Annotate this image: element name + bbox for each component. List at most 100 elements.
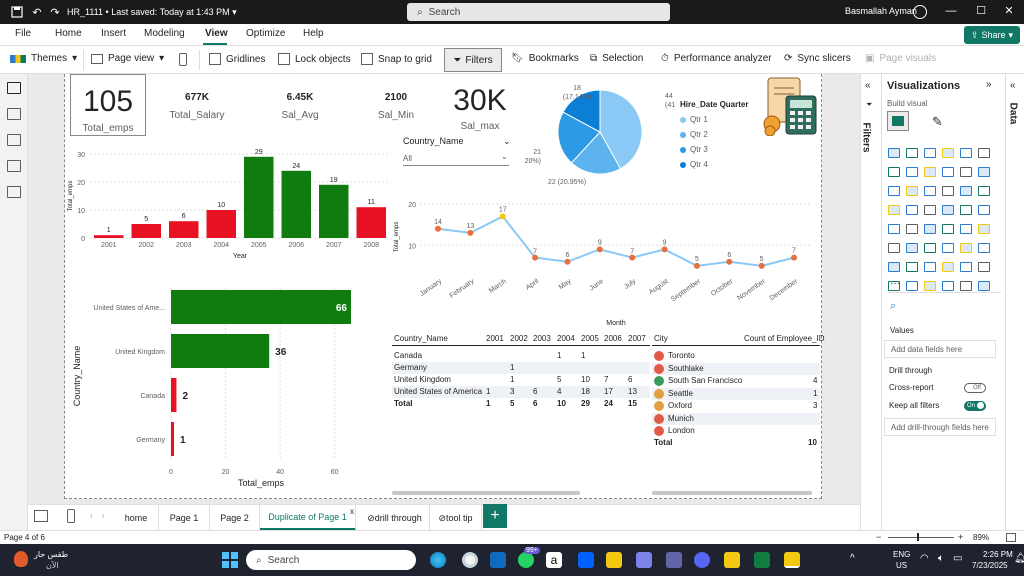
chevron-down-icon[interactable]: ⌄ (503, 136, 511, 146)
undo-icon[interactable]: ↶ (32, 6, 42, 19)
city-table-scrollbar[interactable] (652, 491, 812, 495)
visual-type-icon[interactable] (942, 224, 954, 234)
visual-type-icon[interactable] (942, 262, 954, 272)
visual-type-icon[interactable] (978, 224, 990, 234)
amazon-icon[interactable]: a (546, 552, 562, 568)
powerbi-active-icon[interactable] (784, 552, 800, 568)
visual-type-icon[interactable] (924, 262, 936, 272)
visual-type-icon[interactable] (960, 186, 972, 196)
table-row[interactable]: United Kingdom 1 5 10 7 6 (392, 374, 650, 386)
legend-item[interactable]: Qtr 1 (680, 112, 708, 127)
notification-bell-icon[interactable]: 🔔︎ (1014, 553, 1024, 564)
mobile-layout-button[interactable] (179, 53, 187, 66)
visual-type-icon[interactable] (942, 167, 954, 177)
table-header-row[interactable]: City Count of Employee_ID (652, 333, 825, 345)
menu-file[interactable]: File (15, 28, 32, 39)
tab-duplicate-of-page-1[interactable]: Duplicate of Page 1 (260, 505, 356, 531)
teams-icon[interactable] (636, 552, 652, 568)
language-indicator[interactable]: ENG (893, 550, 911, 559)
visual-type-icon[interactable] (978, 148, 990, 158)
matrix-scrollbar[interactable] (392, 491, 580, 495)
avatar[interactable] (913, 5, 927, 19)
zoom-slider[interactable] (888, 537, 954, 538)
tab-home[interactable]: home (114, 505, 159, 531)
visual-type-icon[interactable] (906, 281, 918, 291)
add-page-button[interactable]: + (483, 504, 507, 528)
visual-type-icon[interactable] (924, 224, 936, 234)
visual-type-icon[interactable] (960, 205, 972, 215)
menu-modeling[interactable]: Modeling (144, 28, 185, 39)
keep-all-filters-toggle[interactable]: On (964, 401, 986, 411)
user-name[interactable]: Basmallah Ayman (845, 6, 917, 16)
whatsapp-icon[interactable] (518, 552, 534, 568)
weather-icon[interactable] (14, 551, 28, 567)
chevron-up-icon[interactable]: ^ (850, 553, 855, 564)
matrix-country-year[interactable]: Country_Name 2001 2002 2003 2004 2005 2006 2007… (392, 333, 650, 423)
build-visual-tab-icon[interactable] (887, 111, 909, 131)
bookmarks-button[interactable]: 🔖︎ Bookmarks (511, 53, 579, 64)
tab-page-2[interactable]: Page 2 (210, 505, 260, 531)
teams-work-icon[interactable] (666, 552, 682, 568)
table-view-icon[interactable] (7, 108, 21, 120)
visual-type-gallery[interactable] (888, 148, 998, 291)
format-visual-icon[interactable]: ✎ (932, 114, 943, 129)
minimize-icon[interactable]: — (945, 5, 957, 17)
legend-item[interactable]: Qtr 2 (680, 127, 708, 142)
chevron-double-left-icon[interactable]: « (1010, 80, 1016, 91)
zoom-slider-thumb[interactable] (917, 533, 919, 541)
cross-report-toggle[interactable]: Off (964, 383, 986, 393)
visual-type-icon[interactable] (888, 281, 900, 291)
chevron-double-right-icon[interactable]: » (986, 79, 992, 90)
menu-home[interactable]: Home (55, 28, 82, 39)
search-icon[interactable]: ⌕ (890, 300, 897, 312)
visual-type-icon[interactable] (906, 205, 918, 215)
powerbi-icon[interactable] (724, 552, 740, 568)
table-row[interactable]: Seattle 1 (652, 387, 820, 400)
file-title[interactable]: HR_1111 • Last saved: Today at 1:43 PM ▾ (67, 7, 237, 18)
visual-type-icon[interactable] (978, 281, 990, 291)
table-total-row[interactable]: Total 1 5 6 10 29 24 15 (392, 398, 650, 410)
visual-type-icon[interactable] (978, 167, 990, 177)
visual-type-icon[interactable] (960, 262, 972, 272)
zoom-out-icon[interactable]: − (876, 532, 882, 542)
menu-view[interactable]: View (205, 28, 228, 39)
visual-type-icon[interactable] (888, 186, 900, 196)
visual-type-icon[interactable] (888, 167, 900, 177)
data-pane-collapsed[interactable]: « Data (1005, 74, 1024, 530)
redo-icon[interactable]: ↷ (50, 6, 60, 19)
mobile-layout-icon[interactable] (67, 509, 75, 523)
visual-type-icon[interactable] (906, 224, 918, 234)
visual-type-icon[interactable] (924, 243, 936, 253)
visual-type-icon[interactable] (924, 205, 936, 215)
discord-icon[interactable] (694, 552, 710, 568)
clock-time[interactable]: 2:26 PM (983, 550, 1013, 559)
bar-chart-country[interactable]: 0 20 40 60 United States of Ame... 66 United K… (66, 276, 376, 498)
slicer-dropdown[interactable]: All ⌄ (403, 152, 509, 166)
city-table[interactable]: City Count of Employee_ID Toronto Southlake… (652, 333, 825, 453)
report-view-icon[interactable] (7, 82, 21, 94)
windows-start-icon[interactable] (222, 552, 238, 568)
visual-type-icon[interactable] (942, 148, 954, 158)
visual-type-icon[interactable] (960, 148, 972, 158)
legend-item[interactable]: Qtr 4 (680, 157, 708, 172)
chrome-icon[interactable] (462, 552, 478, 568)
visual-type-icon[interactable] (888, 205, 900, 215)
tab-page-1[interactable]: Page 1 (159, 505, 210, 531)
line-chart-month[interactable]: 10 20 14 January 13 February 17 March 7 April 6 May… (390, 194, 820, 330)
menu-help[interactable]: Help (303, 28, 324, 39)
snap-to-grid-checkbox[interactable]: Snap to grid (361, 53, 432, 65)
visual-type-icon[interactable] (942, 281, 954, 291)
visual-type-icon[interactable] (906, 243, 918, 253)
maximize-icon[interactable]: ☐ (976, 5, 986, 17)
performance-analyzer-button[interactable]: ⏱ Performance analyzer (661, 53, 772, 64)
visual-type-icon[interactable] (906, 186, 918, 196)
zoom-level[interactable]: 89% (973, 533, 990, 542)
visual-type-icon[interactable] (924, 186, 936, 196)
table-header-row[interactable]: Country_Name 2001 2002 2003 2004 2005 2006 2007 (392, 333, 650, 345)
table-row[interactable]: United States of America 1 3 6 4 18 17 13 (392, 386, 650, 398)
card-total-emps[interactable]: 105 Total_emps (70, 74, 146, 136)
filters-pane-collapsed[interactable]: « ⏷ Filters (860, 74, 880, 530)
visual-type-icon[interactable] (906, 262, 918, 272)
visual-type-icon[interactable] (978, 186, 990, 196)
dropbox-icon[interactable] (578, 552, 594, 568)
